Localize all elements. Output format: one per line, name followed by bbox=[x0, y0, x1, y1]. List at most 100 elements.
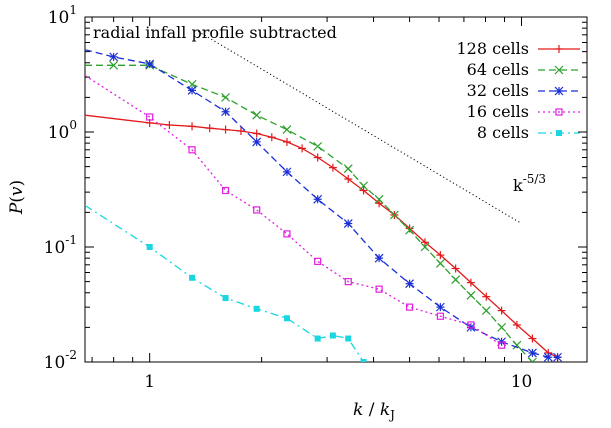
data-point bbox=[405, 225, 415, 235]
slope-base: k bbox=[513, 176, 523, 195]
annotation-text: radial infall profile subtracted bbox=[93, 23, 337, 42]
x-tick-label: 10 bbox=[511, 372, 533, 392]
legend-label: 32 cells bbox=[467, 81, 529, 100]
data-point bbox=[314, 335, 321, 342]
data-point bbox=[221, 107, 230, 117]
data-point bbox=[359, 186, 368, 195]
data-point bbox=[236, 127, 245, 136]
y-tick-label: 101 bbox=[48, 3, 77, 28]
series-line bbox=[85, 74, 502, 346]
legend-marker bbox=[556, 130, 562, 136]
data-point bbox=[374, 253, 384, 263]
data-point bbox=[221, 186, 230, 195]
data-point bbox=[187, 85, 197, 95]
data-point bbox=[482, 292, 491, 301]
plot-frame bbox=[84, 16, 588, 363]
y-tick-exponent: 1 bbox=[69, 3, 77, 17]
legend-marker bbox=[555, 45, 563, 53]
data-point bbox=[435, 302, 445, 312]
y-tick-exponent: 0 bbox=[69, 118, 77, 132]
data-point bbox=[344, 278, 352, 286]
legend-marker bbox=[554, 86, 564, 96]
data-point bbox=[252, 137, 262, 147]
data-point bbox=[282, 125, 292, 134]
legend-label: 128 cells bbox=[457, 39, 530, 58]
data-point bbox=[145, 59, 155, 69]
data-point bbox=[405, 279, 415, 289]
data-point bbox=[436, 251, 445, 260]
data-point bbox=[146, 113, 154, 121]
legend-marker bbox=[555, 108, 563, 116]
data-point bbox=[553, 352, 562, 362]
data-point bbox=[528, 357, 537, 362]
data-point bbox=[467, 321, 475, 329]
data-point bbox=[466, 278, 475, 287]
series-group bbox=[85, 30, 562, 362]
data-point bbox=[466, 290, 476, 300]
data-point bbox=[436, 312, 444, 320]
data-point bbox=[146, 244, 153, 250]
data-point bbox=[283, 315, 290, 322]
data-point bbox=[374, 194, 384, 204]
data-point bbox=[344, 175, 353, 184]
data-point bbox=[253, 305, 260, 312]
data-point bbox=[435, 258, 445, 268]
data-point bbox=[252, 129, 261, 138]
series-line bbox=[85, 64, 533, 362]
data-point bbox=[189, 274, 196, 281]
data-point bbox=[451, 264, 460, 273]
x-tick-label: 1 bbox=[144, 372, 155, 392]
data-point bbox=[497, 306, 506, 315]
data-point bbox=[345, 335, 352, 342]
data-point bbox=[282, 137, 291, 146]
data-point bbox=[313, 194, 323, 204]
data-point bbox=[222, 295, 229, 302]
data-point bbox=[253, 206, 261, 214]
data-point bbox=[405, 303, 414, 311]
data-point bbox=[314, 257, 322, 265]
data-point bbox=[188, 146, 196, 154]
data-point bbox=[109, 60, 119, 70]
data-point bbox=[205, 124, 214, 133]
data-point bbox=[375, 285, 383, 293]
data-point bbox=[343, 219, 353, 228]
data-point bbox=[420, 238, 429, 247]
legend-label: 64 cells bbox=[467, 60, 529, 79]
data-point bbox=[298, 144, 307, 153]
data-point bbox=[360, 359, 367, 362]
data-point bbox=[329, 332, 336, 339]
data-point bbox=[420, 242, 430, 252]
data-point bbox=[313, 141, 323, 151]
data-point bbox=[328, 163, 337, 172]
series-line bbox=[85, 204, 365, 362]
data-point bbox=[512, 320, 521, 329]
data-point bbox=[282, 167, 292, 177]
data-point bbox=[512, 340, 522, 350]
plot-area bbox=[85, 30, 562, 362]
data-point bbox=[165, 121, 174, 130]
data-point bbox=[543, 352, 553, 362]
data-point bbox=[481, 306, 491, 316]
y-tick-base: 10 bbox=[48, 8, 70, 28]
y-tick-label: 10-1 bbox=[44, 233, 77, 258]
data-point bbox=[252, 110, 262, 120]
slope-label: k-5/3 bbox=[513, 172, 546, 195]
legend-label: 8 cells bbox=[477, 123, 529, 142]
y-tick-label: 100 bbox=[48, 118, 77, 143]
data-point bbox=[221, 92, 230, 102]
y-axis-label: P(v) bbox=[7, 180, 27, 215]
data-point bbox=[528, 334, 537, 343]
data-point bbox=[283, 230, 291, 238]
series-line bbox=[85, 114, 558, 358]
y-tick-base: 10 bbox=[44, 353, 66, 373]
y-tick-base: 10 bbox=[44, 238, 66, 258]
data-point bbox=[498, 341, 506, 349]
data-point bbox=[359, 181, 368, 191]
data-point bbox=[188, 122, 197, 131]
y-tick-exponent: -1 bbox=[65, 233, 77, 247]
data-point bbox=[375, 199, 384, 208]
legend-label: 16 cells bbox=[467, 102, 529, 121]
slope-exponent: -5/3 bbox=[523, 172, 546, 186]
